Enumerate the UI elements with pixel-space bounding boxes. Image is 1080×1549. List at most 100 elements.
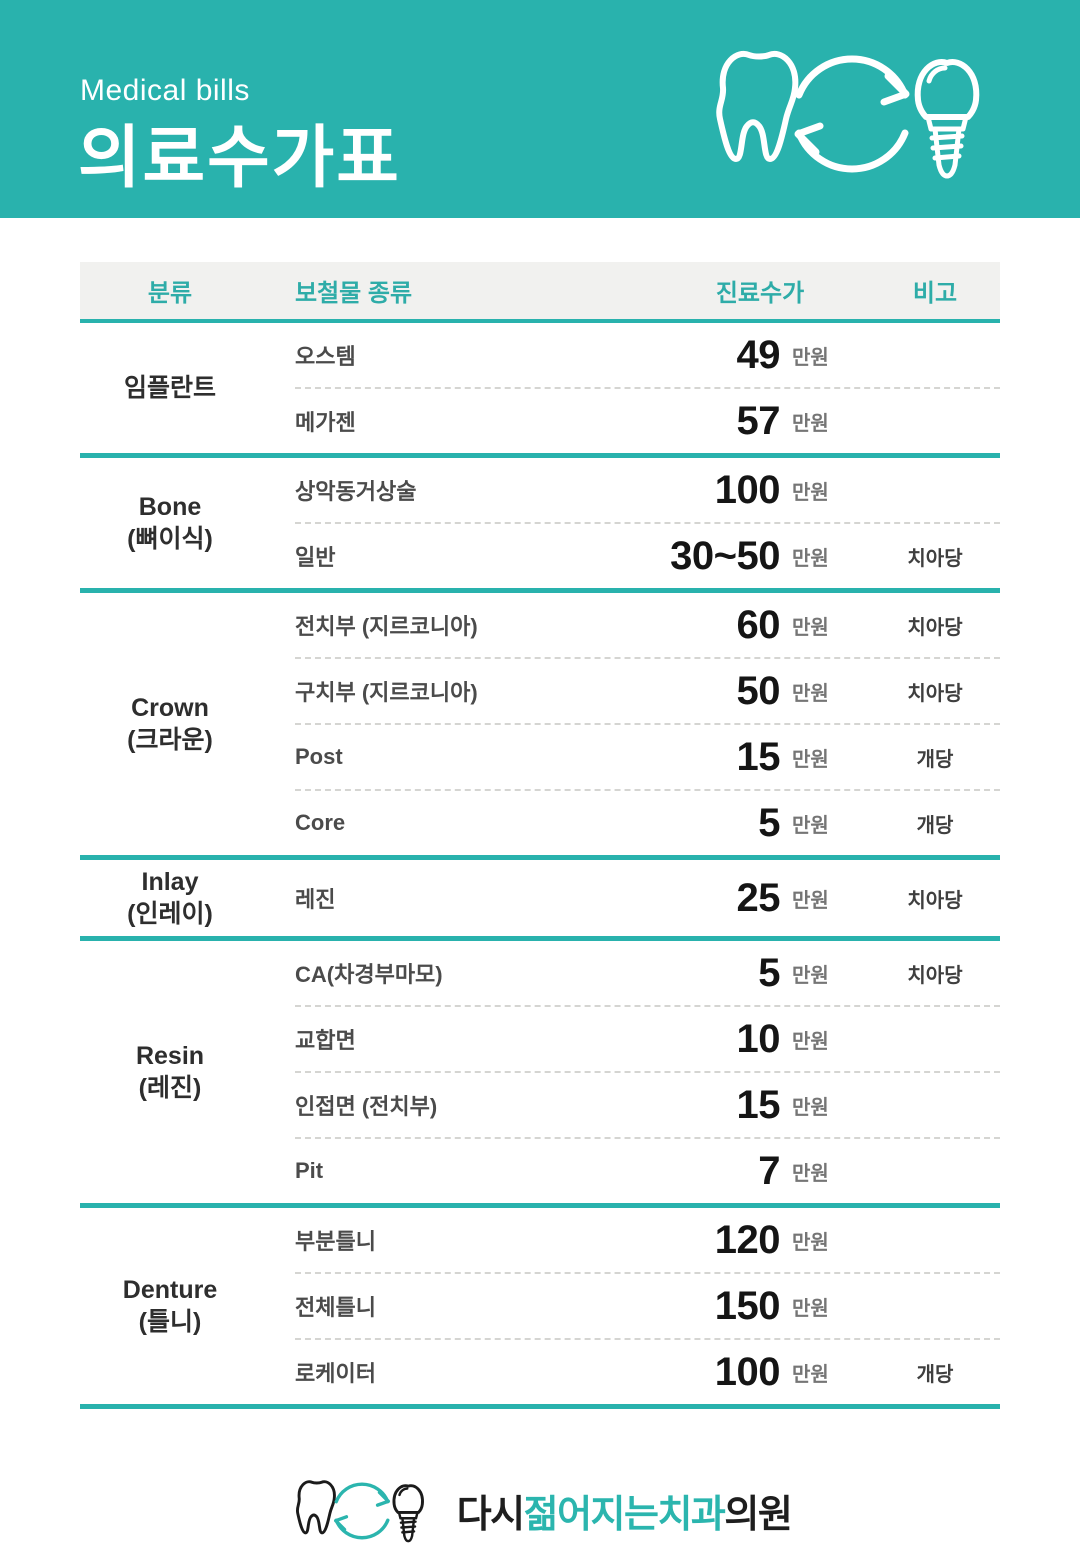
row-main: CA(차경부마모) 5 (295, 951, 780, 996)
category-name: Inlay (141, 867, 199, 896)
category-name: Crown (131, 693, 209, 722)
row-main: 로케이터 100 (295, 1350, 781, 1395)
row-main: 메가젠 57 (295, 399, 780, 444)
table-row: 구치부 (지르코니아) 50 만원 치아당 (295, 657, 1000, 723)
table-row: 로케이터 100 만원 개당 (295, 1338, 1000, 1404)
category-subname: (레진) (138, 1074, 202, 1102)
price-table: 분류 보철물 종류 진료수가 비고 임플란트 오스템 49 만원 메가젠 57 만원 Bone… (80, 262, 1000, 1409)
item-label: 로케이터 (295, 1361, 376, 1386)
price-unit: 만원 (792, 964, 829, 987)
item-label: 전체틀니 (295, 1295, 376, 1320)
note-label: 치아당 (907, 547, 963, 570)
table-row: 전치부 (지르코니아) 60 만원 치아당 (295, 593, 1000, 657)
clinic-name-highlight: 젊어지는치과 (523, 1493, 726, 1536)
category-cell: Bone (뼈이식) (80, 458, 260, 588)
price-value: 15 (736, 1082, 781, 1127)
price-unit: 만원 (792, 616, 829, 639)
price-value: 120 (714, 1217, 781, 1262)
price-group: 임플란트 오스템 49 만원 메가젠 57 만원 (80, 323, 1000, 458)
note-label: 치아당 (907, 964, 963, 987)
price-value: 60 (736, 602, 781, 647)
table-row: 교합면 10 만원 (295, 1005, 1000, 1071)
category-cell: Denture (틀니) (80, 1208, 260, 1404)
item-label: 교합면 (295, 1028, 356, 1053)
row-main: 교합면 10 (295, 1017, 780, 1062)
item-label: 부분틀니 (295, 1229, 376, 1254)
table-row: Core 5 만원 개당 (295, 789, 1000, 855)
group-rows: 부분틀니 120 만원 전체틀니 150 만원 로케이터 100 만원 개당 (295, 1208, 1000, 1404)
price-unit: 만원 (792, 1162, 829, 1185)
price-group: Crown (크라운) 전치부 (지르코니아) 60 만원 치아당 구치부 (지르코니아) 5… (80, 593, 1000, 860)
price-unit: 만원 (792, 814, 829, 837)
price-group: Inlay (인레이) 레진 25 만원 치아당 (80, 860, 1000, 941)
category-name: Bone (138, 492, 202, 521)
price-value: 25 (736, 875, 781, 920)
group-rows: 전치부 (지르코니아) 60 만원 치아당 구치부 (지르코니아) 50 만원 치아당 Post… (295, 593, 1000, 855)
item-label: 메가젠 (295, 410, 356, 435)
row-main: 상악동거상술 100 (295, 467, 781, 513)
item-label: 인접면 (전치부) (295, 1094, 438, 1119)
item-label: 레진 (295, 887, 336, 912)
note-label: 개당 (916, 1363, 954, 1386)
category-cell: 임플란트 (80, 323, 260, 453)
note-label: 치아당 (907, 682, 963, 705)
header-banner: Medical bills 의료수가표 (0, 0, 1080, 218)
row-main: 전체틀니 150 (295, 1283, 781, 1329)
price-value: 7 (758, 1148, 780, 1193)
price-unit: 만원 (792, 412, 829, 435)
group-rows: CA(차경부마모) 5 만원 치아당 교합면 10 만원 인접면 (전치부) 15 만원 Pit 7 만… (295, 941, 1000, 1203)
price-value: 15 (736, 734, 781, 779)
header-subtitle: Medical bills (80, 74, 250, 107)
price-value: 10 (736, 1016, 781, 1061)
item-label: 전치부 (지르코니아) (295, 614, 478, 639)
row-main: 부분틀니 120 (295, 1217, 781, 1263)
item-label: Pit (295, 1158, 324, 1183)
item-label: 오스템 (295, 344, 356, 369)
clinic-name: 다시젊어지는치과의원 (457, 1483, 793, 1538)
price-value: 5 (758, 800, 780, 845)
price-unit: 만원 (792, 1030, 829, 1053)
price-unit: 만원 (792, 682, 829, 705)
price-unit: 만원 (792, 547, 829, 570)
table-row: 메가젠 57 만원 (295, 387, 1000, 453)
price-unit: 만원 (792, 889, 829, 912)
note-label: 치아당 (907, 616, 963, 639)
group-rows: 상악동거상술 100 만원 일반 30~50 만원 치아당 (295, 458, 1000, 588)
price-value: 49 (736, 332, 781, 377)
price-unit: 만원 (792, 1363, 829, 1386)
price-unit: 만원 (792, 748, 829, 771)
price-value: 57 (736, 398, 781, 443)
footer-logo: 다시젊어지는치과의원 (0, 1471, 1080, 1549)
price-value: 30~50 (670, 533, 780, 578)
row-main: 전치부 (지르코니아) 60 (295, 603, 780, 648)
category-subname: (크라운) (127, 726, 213, 754)
category-subname: (틀니) (138, 1308, 202, 1336)
table-row: 일반 30~50 만원 치아당 (295, 522, 1000, 588)
tooth-implant-cycle-icon (702, 32, 1002, 192)
table-row: 상악동거상술 100 만원 (295, 458, 1000, 522)
row-main: 구치부 (지르코니아) 50 (295, 669, 780, 714)
column-header-category: 분류 (147, 280, 193, 307)
price-unit: 만원 (792, 1297, 829, 1320)
price-unit: 만원 (792, 1096, 829, 1119)
note-label: 개당 (916, 814, 954, 837)
price-value: 150 (714, 1283, 781, 1328)
table-row: 레진 25 만원 치아당 (295, 860, 1000, 936)
item-label: 일반 (295, 545, 336, 570)
item-label: 구치부 (지르코니아) (295, 680, 478, 705)
price-group: Resin (레진) CA(차경부마모) 5 만원 치아당 교합면 10 만원 인접면 (전치부)… (80, 941, 1000, 1208)
row-main: Core 5 (295, 801, 780, 846)
price-value: 5 (758, 950, 780, 995)
note-label: 개당 (916, 748, 954, 771)
category-name: 임플란트 (123, 373, 216, 402)
group-rows: 레진 25 만원 치아당 (295, 860, 1000, 936)
price-unit: 만원 (792, 346, 829, 369)
table-row: 인접면 (전치부) 15 만원 (295, 1071, 1000, 1137)
item-label: 상악동거상술 (295, 479, 417, 504)
item-label: Core (295, 810, 346, 835)
row-main: 일반 30~50 (295, 534, 780, 579)
price-value: 100 (714, 467, 781, 512)
price-unit: 만원 (792, 481, 829, 504)
column-header-item: 보철물 종류 (295, 280, 413, 307)
row-main: Post 15 (295, 735, 780, 780)
